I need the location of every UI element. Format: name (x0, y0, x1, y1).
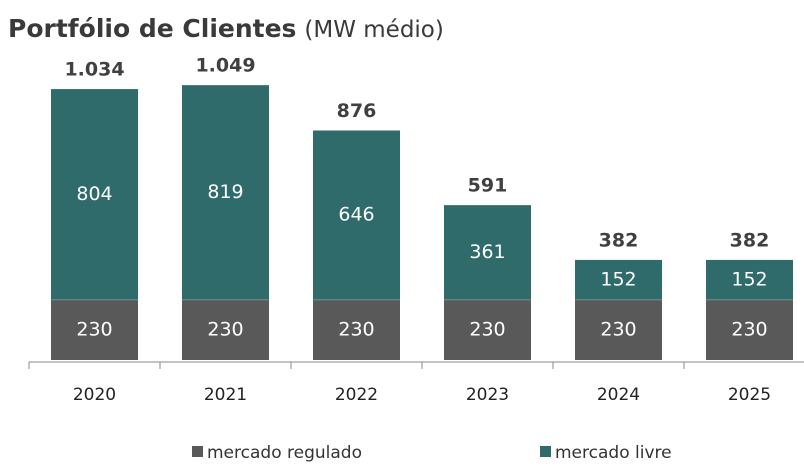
segment-label: 152 (600, 268, 636, 290)
x-tick-label: 2023 (466, 385, 509, 405)
segment-label: 230 (338, 318, 374, 340)
x-tick-label: 2020 (73, 385, 116, 405)
x-tick-label: 2025 (728, 385, 771, 405)
bar-segment (444, 299, 531, 360)
total-label: 876 (337, 100, 377, 122)
total-label: 382 (599, 229, 639, 251)
segment-label: 230 (207, 318, 243, 340)
x-tick-label: 2022 (335, 385, 378, 405)
legend-label: mercado livre (555, 443, 672, 463)
bar-segment (51, 89, 138, 300)
segment-label: 819 (207, 181, 243, 203)
bar-segment (575, 299, 662, 360)
bar-segment (182, 85, 269, 300)
legend-swatch (540, 446, 551, 457)
segment-label: 230 (76, 318, 112, 340)
bar-segment (575, 259, 662, 300)
bar-segment (51, 299, 138, 360)
bar-segment (706, 299, 793, 360)
total-label: 1.034 (64, 59, 124, 81)
segment-label: 804 (76, 183, 112, 205)
chart-title: Portfólio de Clientes (MW médio) (8, 14, 444, 43)
legend-swatch (192, 446, 203, 457)
segment-label: 230 (469, 318, 505, 340)
segment-label: 646 (338, 204, 374, 226)
total-label: 591 (468, 175, 508, 197)
total-label: 382 (730, 229, 770, 251)
bar-segment (313, 130, 400, 300)
x-tick-label: 2024 (597, 385, 640, 405)
x-tick-label: 2021 (204, 385, 247, 405)
segment-label: 152 (731, 268, 767, 290)
bar-segment (182, 299, 269, 360)
legend-label: mercado regulado (207, 443, 362, 463)
segment-label: 361 (469, 241, 505, 263)
bar-segment (313, 299, 400, 360)
segment-label: 230 (600, 318, 636, 340)
bar-segment (706, 259, 793, 300)
total-label: 1.049 (195, 55, 255, 77)
bar-segment (444, 205, 531, 300)
title: Portfólio de Clientes (8, 14, 296, 43)
unit: (MW médio) (304, 17, 443, 43)
segment-label: 230 (731, 318, 767, 340)
